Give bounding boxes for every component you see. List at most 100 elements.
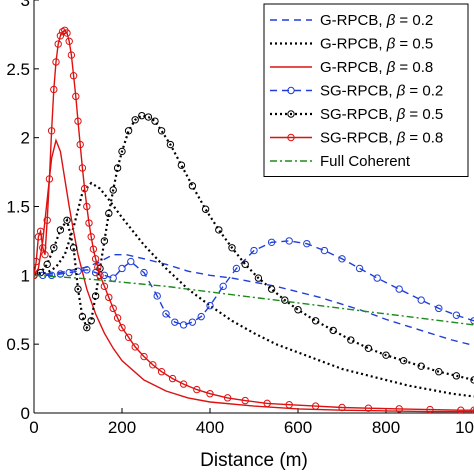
- data-point: [45, 175, 54, 183]
- data-point: [78, 164, 87, 172]
- y-tick-label: 3: [21, 0, 30, 10]
- legend-marker: [287, 133, 295, 142]
- data-point: [311, 402, 320, 410]
- data-point: [56, 226, 65, 234]
- data-point: [179, 380, 188, 388]
- data-point: [39, 244, 47, 252]
- data-point: [215, 226, 223, 234]
- data-point: [417, 362, 425, 370]
- data-point: [250, 246, 258, 255]
- data-point: [56, 32, 65, 40]
- data-point: [241, 260, 249, 269]
- data-point: [241, 396, 249, 405]
- data-point: [285, 401, 293, 409]
- data-point: [41, 250, 49, 259]
- series-0: [34, 253, 474, 347]
- data-point: [201, 205, 210, 213]
- data-point: [54, 40, 62, 48]
- data-point: [188, 318, 197, 326]
- y-tick-label: 1: [21, 266, 30, 285]
- data-point: [43, 260, 51, 269]
- data-point: [435, 368, 443, 376]
- data-point: [74, 267, 82, 275]
- data-point: [131, 116, 139, 124]
- legend-label: SG-RPCB, β = 0.2: [320, 83, 443, 100]
- data-point: [100, 282, 109, 291]
- data-point: [382, 351, 390, 359]
- data-point: [124, 333, 133, 341]
- data-point: [153, 292, 161, 300]
- data-point: [65, 268, 73, 277]
- data-point: [347, 336, 355, 344]
- data-point: [267, 285, 276, 293]
- data-point: [50, 85, 58, 94]
- data-point: [118, 264, 126, 273]
- data-point: [149, 361, 157, 369]
- data-point: [76, 140, 84, 149]
- data-point: [267, 238, 276, 246]
- data-point: [254, 274, 263, 282]
- data-point: [311, 317, 320, 325]
- data-point: [162, 310, 170, 318]
- legend-label: G-RPCB, β = 0.5: [320, 36, 433, 53]
- data-point: [96, 271, 104, 280]
- data-point: [47, 271, 56, 280]
- legend-item: SG-RPCB, β = 0.5: [270, 106, 443, 123]
- data-point: [87, 317, 95, 325]
- data-point: [338, 255, 346, 263]
- data-point: [34, 257, 40, 266]
- data-point: [177, 161, 186, 169]
- data-point: [373, 274, 381, 282]
- data-point: [58, 27, 67, 36]
- series-4: [34, 111, 474, 384]
- data-point: [157, 368, 166, 376]
- data-point: [72, 92, 80, 101]
- data-point: [124, 127, 133, 135]
- data-point: [179, 321, 188, 329]
- data-point: [65, 37, 73, 45]
- data-point: [67, 51, 76, 59]
- data-point: [78, 312, 87, 321]
- data-point: [100, 271, 109, 280]
- data-point: [329, 326, 337, 335]
- legend-item: Full Coherent: [270, 153, 411, 170]
- data-point: [74, 285, 82, 293]
- data-point: [364, 404, 373, 412]
- data-point: [131, 343, 139, 351]
- data-point: [228, 244, 236, 252]
- data-point: [140, 268, 148, 277]
- data-point: [452, 311, 461, 319]
- data-point: [89, 245, 98, 253]
- legend-item: G-RPCB, β = 0.8: [270, 59, 433, 76]
- data-point: [113, 314, 122, 322]
- data-point: [166, 140, 175, 149]
- series-line: [34, 138, 474, 413]
- series-3: [34, 237, 474, 329]
- data-point: [355, 264, 364, 273]
- data-point: [91, 255, 100, 263]
- legend-label: Full Coherent: [320, 153, 411, 170]
- data-point: [395, 285, 403, 293]
- legend-marker: [287, 86, 295, 95]
- data-point: [303, 239, 311, 248]
- data-point: [43, 216, 51, 224]
- data-point: [294, 306, 302, 314]
- data-point: [94, 263, 102, 271]
- x-tick-label: 400: [196, 418, 224, 437]
- data-point: [127, 257, 135, 266]
- series-1: [34, 181, 474, 398]
- data-point: [168, 374, 177, 383]
- data-point: [36, 227, 45, 235]
- data-point: [457, 406, 465, 413]
- data-point: [206, 390, 214, 398]
- legend-marker: [287, 110, 295, 118]
- y-tick-label: 2.5: [6, 60, 30, 79]
- data-point: [320, 246, 329, 255]
- legend: G-RPCB, β = 0.2 G-RPCB, β = 0.5 G-RPCB, β …: [263, 3, 469, 177]
- data-point: [83, 202, 91, 211]
- data-point: [105, 209, 113, 218]
- data-point: [281, 296, 289, 304]
- y-tick-label: 0.5: [6, 335, 30, 354]
- data-point: [69, 244, 78, 252]
